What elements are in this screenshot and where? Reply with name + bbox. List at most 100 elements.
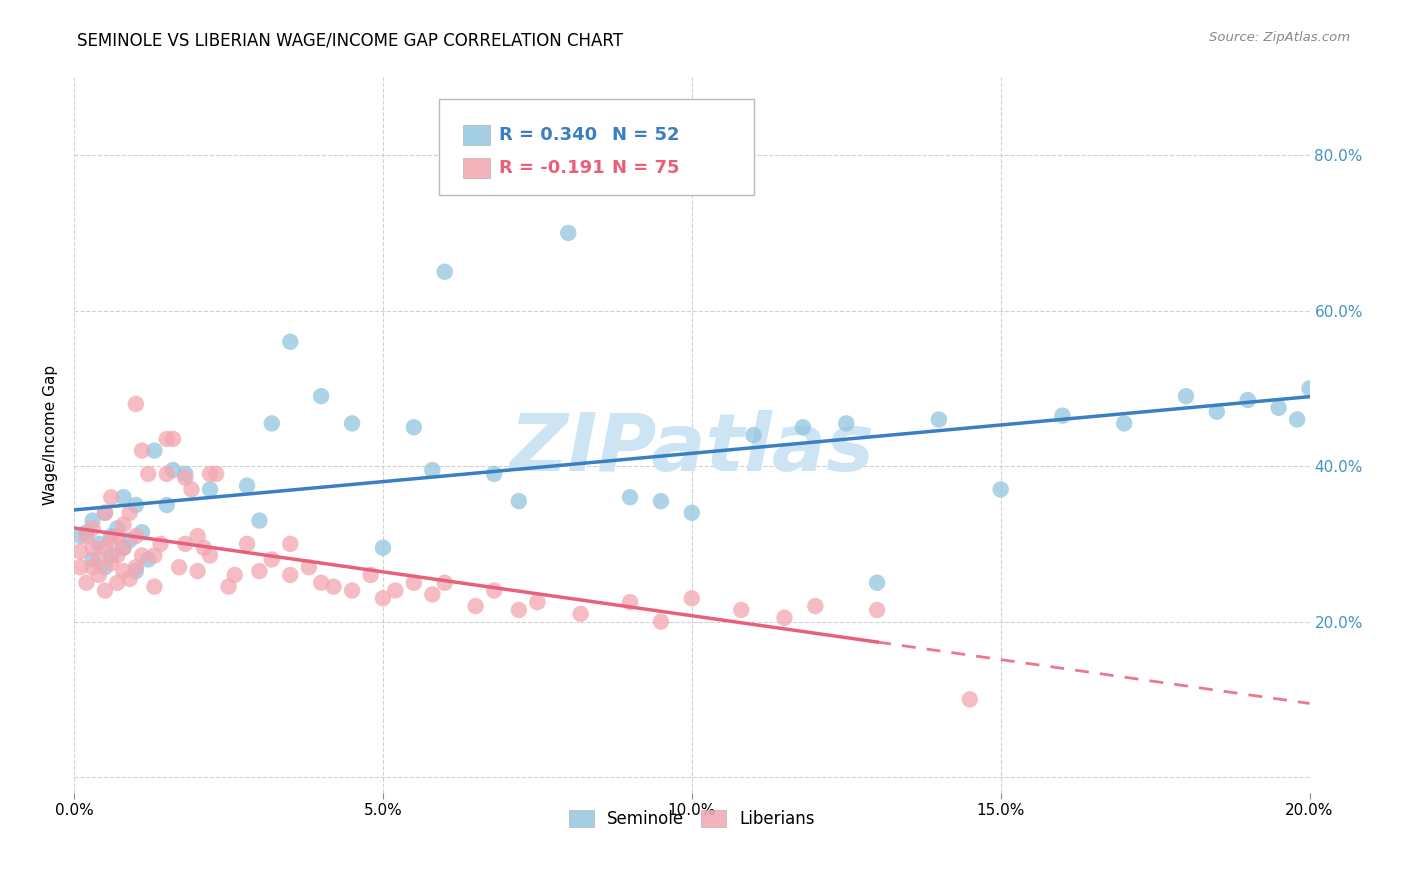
Point	[112, 541, 135, 555]
Point	[198, 483, 221, 497]
Point	[1236, 393, 1258, 408]
Point	[198, 549, 221, 563]
Point	[804, 599, 827, 613]
Point	[482, 467, 505, 481]
Point	[82, 560, 104, 574]
Point	[143, 580, 166, 594]
Point	[69, 529, 91, 543]
Point	[508, 494, 530, 508]
Point	[1114, 417, 1136, 431]
Point	[482, 583, 505, 598]
Point	[360, 568, 382, 582]
Point	[619, 595, 641, 609]
Point	[100, 533, 122, 547]
Point	[125, 529, 148, 543]
Point	[125, 397, 148, 411]
Point	[322, 580, 344, 594]
Point	[187, 564, 209, 578]
Point	[619, 490, 641, 504]
Point	[87, 568, 110, 582]
FancyBboxPatch shape	[463, 126, 491, 145]
Point	[384, 583, 406, 598]
Point	[371, 591, 394, 606]
Point	[105, 521, 128, 535]
Point	[94, 506, 117, 520]
Point	[69, 560, 91, 574]
Point	[174, 467, 197, 481]
Point	[75, 529, 97, 543]
Point	[156, 432, 179, 446]
Point	[260, 417, 283, 431]
Point	[224, 568, 246, 582]
Text: R = 0.340: R = 0.340	[499, 127, 598, 145]
Point	[433, 265, 456, 279]
Point	[156, 498, 179, 512]
Point	[131, 549, 153, 563]
Point	[156, 467, 179, 481]
Point	[681, 506, 703, 520]
Point	[82, 514, 104, 528]
Point	[650, 615, 672, 629]
Point	[82, 552, 104, 566]
Point	[136, 552, 159, 566]
Point	[371, 541, 394, 555]
Point	[143, 443, 166, 458]
Point	[198, 467, 221, 481]
Point	[866, 603, 889, 617]
Point	[136, 467, 159, 481]
Point	[174, 471, 197, 485]
Point	[167, 560, 190, 574]
Text: ZIPatlas: ZIPatlas	[509, 410, 875, 488]
Point	[278, 568, 301, 582]
Point	[773, 611, 796, 625]
Point	[928, 412, 950, 426]
Point	[162, 463, 184, 477]
Point	[1205, 405, 1227, 419]
Point	[118, 533, 141, 547]
Point	[278, 537, 301, 551]
Point	[143, 549, 166, 563]
Point	[100, 529, 122, 543]
Point	[94, 583, 117, 598]
Point	[131, 525, 153, 540]
Point	[1175, 389, 1198, 403]
Point	[990, 483, 1012, 497]
Point	[340, 583, 363, 598]
Point	[112, 541, 135, 555]
Point	[75, 575, 97, 590]
Point	[118, 572, 141, 586]
Point	[125, 564, 148, 578]
Point	[112, 517, 135, 532]
Point	[112, 564, 135, 578]
Point	[298, 560, 321, 574]
Point	[94, 541, 117, 555]
Point	[100, 549, 122, 563]
Point	[247, 514, 270, 528]
Point	[174, 537, 197, 551]
Point	[193, 541, 215, 555]
Text: SEMINOLE VS LIBERIAN WAGE/INCOME GAP CORRELATION CHART: SEMINOLE VS LIBERIAN WAGE/INCOME GAP COR…	[77, 31, 623, 49]
Point	[105, 575, 128, 590]
Point	[180, 483, 202, 497]
Point	[236, 537, 259, 551]
Point	[1286, 412, 1309, 426]
Point	[1298, 381, 1320, 395]
Point	[835, 417, 858, 431]
Point	[650, 494, 672, 508]
Y-axis label: Wage/Income Gap: Wage/Income Gap	[44, 365, 58, 505]
Text: N = 52: N = 52	[612, 127, 679, 145]
Point	[87, 537, 110, 551]
Point	[94, 506, 117, 520]
Legend: Seminole, Liberians: Seminole, Liberians	[562, 803, 821, 834]
Point	[433, 575, 456, 590]
Point	[742, 428, 765, 442]
Point	[557, 226, 579, 240]
Text: N = 75: N = 75	[612, 159, 679, 177]
Point	[792, 420, 814, 434]
Point	[75, 525, 97, 540]
Point	[402, 420, 425, 434]
Point	[105, 549, 128, 563]
Point	[205, 467, 228, 481]
Point	[105, 529, 128, 543]
Point	[526, 595, 548, 609]
